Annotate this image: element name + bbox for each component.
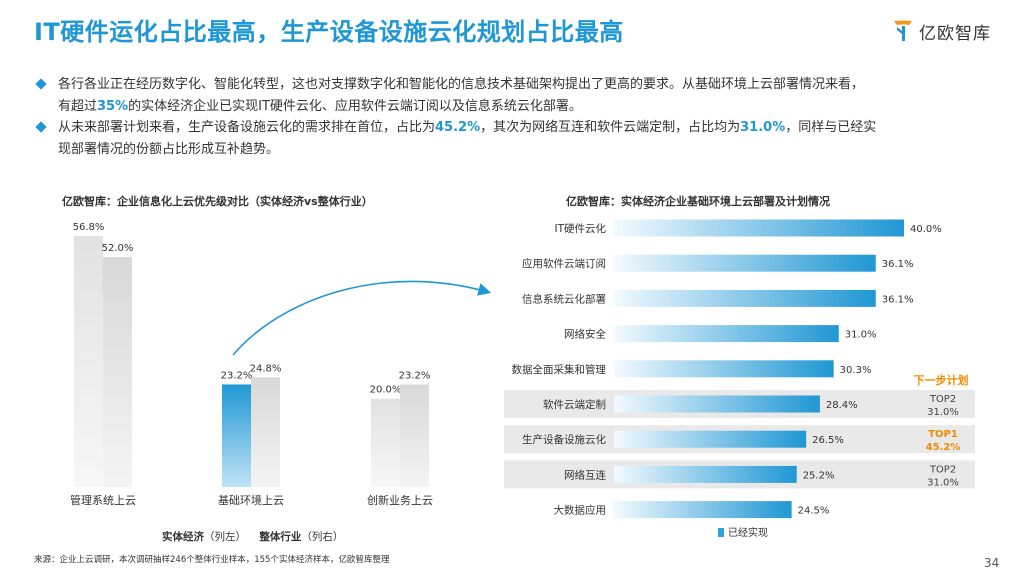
bar-value-label: 30.3% [840,365,872,376]
next-plan-rank: TOP1 [928,429,958,440]
source-note: 来源：企业上云调研，本次调研抽样246个整体行业样本，155个实体经济样本，亿欧… [34,555,390,565]
bar-achieved-3 [614,289,876,307]
category-label: 网络安全 [564,328,606,341]
legend-series-1: 实体经济 [162,531,204,543]
right-bar-chart: IT硬件云化 40.0% 应用软件云端订阅 36.1% 信息系统云化部署 36.1% 网络安… [504,219,975,539]
legend-series-2-note: （列右） [301,531,344,543]
bar-value-label: 36.1% [882,259,914,270]
bar-value-label: 23.2% [399,370,431,381]
logo: 亿欧智库 [890,18,991,44]
bar-value-label: 20.0% [370,385,402,396]
category-label: 基础环境上云 [218,493,284,507]
category-label: 应用软件云端订阅 [522,257,606,270]
bar-entity-1 [74,235,103,487]
bar-achieved-1 [614,219,904,237]
next-plan-heading: 下一步计划 [914,373,969,387]
bar-value-label: 24.8% [250,363,282,374]
highlight-value: 45.2% [435,120,481,135]
bullet-text: ，同样与已经实 [785,120,877,135]
bar-achieved-5 [614,360,834,378]
left-chart-legend: 实体经济（列左） 整体行业（列右） [162,529,343,544]
category-label: 生产设备设施云化 [522,433,606,446]
logo-text: 亿欧智库 [919,23,991,44]
legend-series-2: 整体行业 [259,531,302,543]
category-label: 数据全面采集和管理 [512,363,607,376]
highlight-value: 31.0% [740,120,786,135]
legend-label: 已经实现 [728,526,768,539]
next-plan-rank: TOP2 [929,464,956,475]
bullet-text: 从未来部署计划来看，生产设备设施云化的需求排在首位，占比为 [58,120,436,135]
bullet-item: 各行各业正在经历数字化、智能化转型，这也对支撑数字化和智能化的信息技术基础架构提… [34,74,994,117]
transition-arrow [232,280,492,356]
bar-value-label: 26.5% [812,435,844,446]
bar-value-label: 24.5% [798,506,830,517]
bar-achieved-7 [614,430,807,448]
next-plan-value: 45.2% [926,442,961,453]
bar-achieved-4 [614,325,839,343]
legend-swatch [718,528,724,537]
category-label: 大数据应用 [554,504,607,517]
bar-achieved-8 [614,465,797,483]
next-plan-value: 31.0% [927,477,959,488]
bar-overall-1 [103,257,132,487]
bar-value-label: 31.0% [845,330,877,341]
bar-overall-2 [251,377,280,487]
bar-value-label: 56.8% [73,222,105,233]
bullet-text: 各行各业正在经历数字化、智能化转型，这也对支撑数字化和智能化的信息技术基础架构提… [58,77,865,92]
page-number: 34 [984,556,1000,570]
bar-entity-2 [222,384,251,487]
bar-value-label: 40.0% [910,224,942,235]
left-chart-title: 亿欧智库：企业信息化上云优先级对比（实体经济vs整体行业） [62,195,373,208]
category-label: 管理系统上云 [70,493,136,507]
next-plan-value: 31.0% [927,407,959,418]
bar-achieved-2 [614,254,876,272]
category-label: 创新业务上云 [367,493,433,507]
bar-value-label: 23.2% [221,370,253,381]
bar-achieved-9 [614,501,792,519]
bar-value-label: 25.2% [803,470,835,481]
page-title: IT硬件运化占比最高，生产设备设施云化规划占比最高 [34,18,624,46]
bullet-text: ，其次为网络互连和软件云端定制，占比均为 [480,120,741,135]
bar-value-label: 52.0% [102,243,134,254]
next-plan-rank: TOP2 [929,394,956,405]
right-chart-title: 亿欧智库：实体经济企业基础环境上云部署及计划情况 [566,195,830,208]
category-label: 软件云端定制 [543,398,606,411]
bullet-text: 的实体经济企业已实现IT硬件云化、应用软件云端订阅以及信息系统云化部署。 [128,98,582,114]
category-label: 网络互连 [564,468,606,481]
bar-overall-3 [400,384,429,487]
bar-entity-3 [371,398,400,487]
bullet-list: 各行各业正在经历数字化、智能化转型，这也对支撑数字化和智能化的信息技术基础架构提… [34,74,994,160]
left-bar-chart: 56.8%52.0%管理系统上云23.2%24.8%基础环境上云20.0%23.… [70,222,433,507]
bullet-item: 从未来部署计划来看，生产设备设施云化的需求排在首位，占比为45.2%，其次为网络… [34,117,994,160]
category-label: 信息系统云化部署 [522,292,606,305]
bar-value-label: 28.4% [826,400,858,411]
bar-achieved-6 [614,395,820,413]
bar-value-label: 36.1% [882,294,914,305]
category-label: IT硬件云化 [554,222,606,235]
bullet-text: 有超过 [58,98,98,114]
logo-icon [894,20,912,41]
bullet-text: 现部署情况的份额占比形成互补趋势。 [58,141,280,157]
legend-series-1-note: （列左） [204,531,246,543]
highlight-value: 35% [97,98,129,114]
